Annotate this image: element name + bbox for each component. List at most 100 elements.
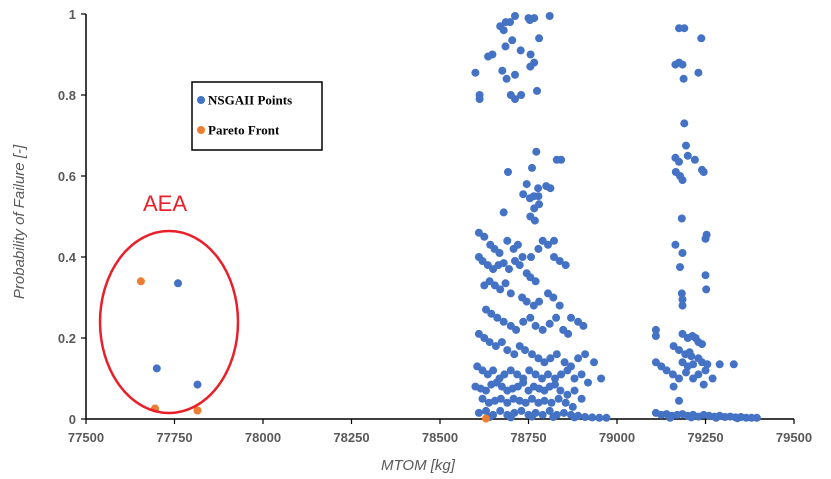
nsgaii-point (499, 317, 508, 326)
nsgaii-point (550, 236, 558, 245)
nsgaii-point (733, 414, 742, 423)
nsgaii-point (651, 325, 660, 334)
nsgaii-point (516, 46, 525, 55)
nsgaii-point (552, 313, 561, 322)
nsgaii-point (487, 309, 496, 318)
nsgaii-point (530, 58, 539, 67)
nsgaii-point (522, 180, 531, 189)
nsgaii-point (534, 354, 543, 363)
nsgaii-point (513, 240, 522, 249)
nsgaii-point (570, 413, 579, 422)
nsgaii-point (527, 253, 535, 261)
nsgaii-point (570, 374, 579, 383)
nsgaii-point (570, 386, 579, 395)
legend-box (191, 81, 323, 151)
nsgaii-point (701, 234, 710, 243)
nsgaii-point (698, 340, 706, 349)
nsgaii-point (701, 366, 710, 375)
nsgaii-point (538, 325, 547, 334)
nsgaii-point (552, 350, 561, 359)
nsgaii-point (676, 263, 684, 272)
nsgaii-point (544, 240, 552, 249)
nsgaii-point (511, 70, 519, 79)
nsgaii-point (152, 364, 161, 373)
nsgaii-point (535, 200, 544, 209)
pareto-front-point (136, 277, 145, 286)
nsgaii-point (579, 321, 588, 330)
x-tick-label: 77500 (68, 430, 104, 445)
nsgaii-point (488, 50, 497, 59)
nsgaii-point (561, 398, 570, 407)
nsgaii-point (528, 350, 536, 359)
nsgaii-point (712, 413, 721, 422)
nsgaii-point (496, 394, 505, 403)
nsgaii-point (563, 390, 572, 399)
nsgaii-point (675, 346, 683, 355)
nsgaii-point (501, 42, 510, 51)
nsgaii-point (675, 157, 683, 166)
nsgaii-point (530, 14, 539, 23)
nsgaii-point (574, 354, 583, 363)
nsgaii-point (475, 95, 484, 104)
nsgaii-point (500, 370, 509, 379)
y-axis-title: Probability of Failure [-] (11, 144, 28, 299)
nsgaii-point (561, 261, 570, 270)
nsgaii-point (677, 289, 686, 298)
x-tick-label: 77750 (156, 430, 192, 445)
nsgaii-point (506, 289, 515, 298)
y-tick-label: 0 (69, 412, 76, 427)
nsgaii-point (555, 257, 564, 265)
nsgaii-point (502, 74, 511, 83)
nsgaii-point (533, 86, 541, 95)
nsgaii-point (559, 408, 568, 417)
points-layer (136, 12, 761, 423)
nsgaii-point (540, 396, 549, 405)
nsgaii-point (679, 74, 688, 83)
aea-annotation: AEA (98, 191, 240, 415)
x-tick-label: 79000 (599, 430, 635, 445)
nsgaii-point (680, 24, 689, 33)
nsgaii-point (521, 398, 530, 407)
x-axis-title: MTOM [kg] (381, 457, 456, 474)
nsgaii-point (508, 36, 517, 45)
nsgaii-point (690, 155, 699, 164)
nsgaii-point (584, 378, 592, 387)
nsgaii-point (506, 366, 515, 375)
nsgaii-point (595, 413, 604, 422)
nsgaii-point (563, 366, 572, 375)
nsgaii-point (511, 12, 519, 20)
nsgaii-point (485, 338, 494, 347)
nsgaii-point (546, 354, 555, 363)
ticks-layer: 77500 77750 78000 78250 78500 78750 79000 79250… (58, 7, 812, 445)
nsgaii-point (577, 394, 586, 403)
nsgaii-point (564, 329, 573, 338)
nsgaii-point (671, 240, 680, 249)
nsgaii-point (534, 244, 543, 253)
x-tick-label: 78250 (333, 430, 369, 445)
nsgaii-point (577, 370, 586, 379)
nsgaii-point (538, 374, 546, 383)
nsgaii-point (531, 277, 540, 286)
nsgaii-point (531, 370, 540, 379)
nsgaii-point (491, 342, 500, 351)
nsgaii-point (699, 168, 708, 176)
nsgaii-point (496, 406, 505, 415)
nsgaii-point (535, 34, 544, 43)
y-tick-label: 0.2 (58, 331, 76, 346)
nsgaii-point (544, 370, 552, 379)
nsgaii-point (545, 406, 554, 415)
nsgaii-point (567, 313, 575, 322)
nsgaii-point (557, 155, 566, 164)
legend-marker-nsgaii-points (197, 96, 205, 104)
pareto-front-series (136, 277, 490, 423)
nsgaii-point (546, 184, 555, 193)
nsgaii-point (538, 410, 547, 419)
nsgaii-point (525, 366, 534, 375)
nsgaii-point (678, 295, 687, 304)
nsgaii-point (528, 412, 536, 421)
nsgaii-point (482, 386, 490, 395)
legend-label-nsgaii-points: NSGAII Points (208, 93, 292, 108)
nsgaii-point (699, 380, 708, 389)
nsgaii-point (478, 394, 487, 403)
nsgaii-point (530, 216, 539, 225)
